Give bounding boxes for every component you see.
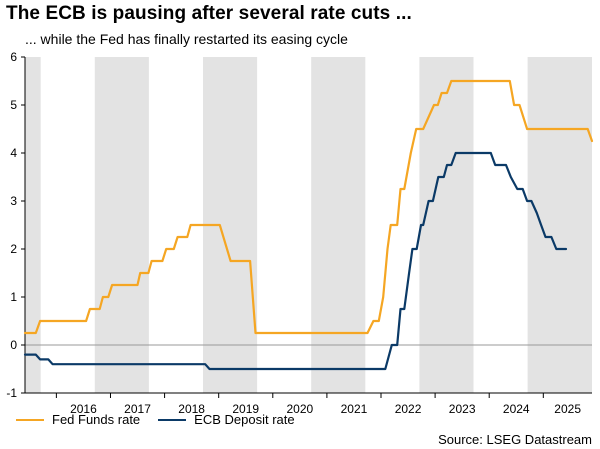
year-shading (25, 57, 592, 393)
x-tick-label-6: 2022 (395, 402, 422, 416)
x-tick-label-7: 2023 (449, 402, 476, 416)
axes (24, 57, 592, 394)
y-tick-label-5: 4 (10, 146, 17, 160)
legend-label-fed: Fed Funds rate (52, 412, 141, 427)
legend-swatch-ecb (158, 418, 187, 421)
x-tick-label-3: 2019 (232, 402, 259, 416)
x-tick-label-9: 2025 (554, 402, 581, 416)
y-tick-label-0: -1 (6, 386, 17, 400)
legend-swatch-fed (16, 418, 44, 421)
source-note: Source: LSEG Datastream (438, 432, 592, 447)
series-line-ecb (23, 151, 568, 371)
y-tick-label-3: 2 (10, 242, 17, 256)
x-tick-label-4: 2020 (286, 402, 313, 416)
chart-title: The ECB is pausing after several rate cu… (6, 3, 412, 24)
legend-label-ecb: ECB Deposit rate (194, 412, 295, 427)
legend: Fed Funds rate ECB Deposit rate (16, 412, 313, 427)
series-lines (23, 79, 594, 371)
y-tick-label-6: 5 (10, 98, 17, 112)
x-tick-label-0: 2016 (70, 402, 97, 416)
shaded-band-0 (25, 57, 41, 393)
x-tick-label-5: 2021 (341, 402, 368, 416)
chart-subtitle: ... while the Fed has finally restarted … (25, 31, 348, 47)
y-tick-label-2: 1 (10, 290, 17, 304)
shaded-band-3 (311, 57, 366, 393)
series-line-fed (23, 79, 594, 335)
y-tick-label-1: 0 (10, 338, 17, 352)
shaded-band-4 (419, 57, 474, 393)
y-tick-label-4: 3 (10, 194, 17, 208)
x-tick-label-8: 2024 (503, 402, 530, 416)
x-tick-label-1: 2017 (124, 402, 151, 416)
y-tick-label-7: 6 (10, 50, 17, 64)
x-axis-ticks: 2016 2017 2018 2019 2020 2021 2022 2023 2024 2025 (55, 393, 581, 416)
shaded-band-5 (527, 57, 592, 393)
shaded-band-1 (94, 57, 149, 393)
legend-item-ecb: ECB Deposit rate (158, 412, 295, 427)
y-axis-ticks: -1 0 1 2 3 4 5 6 (6, 50, 25, 400)
x-tick-label-2: 2018 (178, 402, 205, 416)
legend-item-fed: Fed Funds rate (16, 412, 140, 427)
